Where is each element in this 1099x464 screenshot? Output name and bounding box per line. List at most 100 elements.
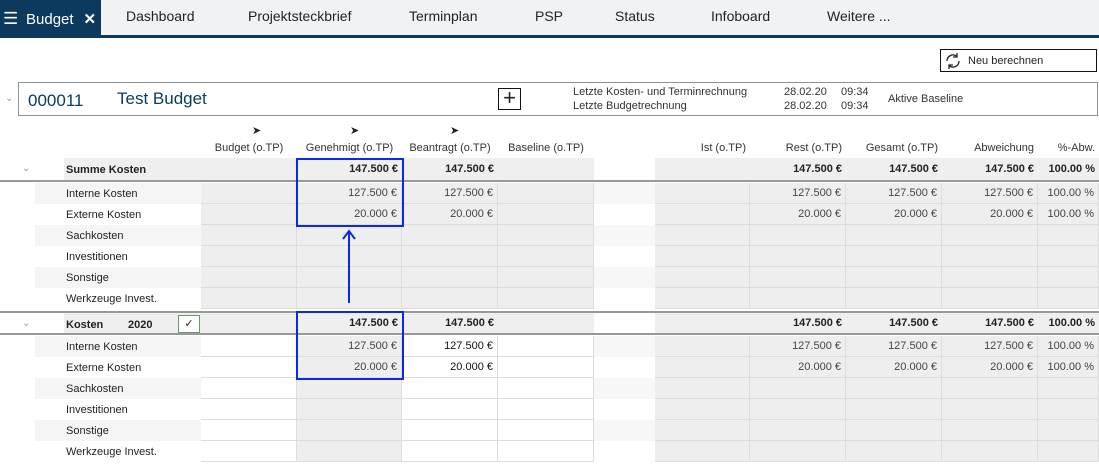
filter-icon[interactable]: ➤ (350, 125, 360, 137)
value-cell[interactable]: 20.000 € (846, 204, 942, 225)
value-cell[interactable] (498, 441, 594, 462)
value-cell[interactable] (750, 246, 846, 267)
value-cell[interactable] (498, 183, 594, 204)
value-cell[interactable] (402, 420, 498, 441)
value-cell[interactable] (846, 288, 942, 309)
value-cell[interactable]: 20.000 € (402, 204, 498, 225)
value-cell[interactable] (846, 378, 942, 399)
column-header[interactable]: Ist (o.TP) (700, 142, 746, 154)
value-cell[interactable] (498, 288, 594, 309)
value-cell[interactable] (942, 441, 1038, 462)
value-cell[interactable] (655, 183, 750, 204)
column-header[interactable]: Beantragt (o.TP) (409, 142, 491, 154)
add-button[interactable]: + (498, 87, 521, 110)
value-cell[interactable] (402, 441, 498, 462)
value-cell[interactable] (201, 246, 297, 267)
value-cell[interactable] (655, 441, 750, 462)
column-header[interactable]: Genehmigt (o.TP) (305, 142, 394, 154)
value-cell[interactable] (750, 441, 846, 462)
value-cell[interactable] (942, 399, 1038, 420)
value-cell[interactable] (655, 267, 750, 288)
value-cell[interactable] (750, 399, 846, 420)
value-cell[interactable]: 127.500 € (402, 183, 498, 204)
value-cell[interactable] (1038, 267, 1099, 288)
value-cell[interactable] (750, 267, 846, 288)
value-cell[interactable] (942, 267, 1038, 288)
collapse-section-icon[interactable]: ⌄ (22, 163, 31, 174)
value-cell[interactable] (750, 378, 846, 399)
value-cell[interactable]: 127.500 € (942, 183, 1038, 204)
value-cell[interactable] (655, 246, 750, 267)
value-cell[interactable] (201, 378, 297, 399)
value-cell[interactable] (1038, 441, 1099, 462)
tab-budget[interactable]: ☰ Budget ✕ (0, 0, 101, 38)
value-cell[interactable] (402, 378, 498, 399)
value-cell[interactable] (201, 399, 297, 420)
value-cell[interactable]: 100.00 % (1038, 204, 1099, 225)
value-cell[interactable]: 127.500 € (402, 336, 498, 357)
tab-projektsteckbrief[interactable]: Projektsteckbrief (248, 8, 352, 24)
value-cell[interactable]: 20.000 € (402, 357, 498, 378)
value-cell[interactable] (655, 399, 750, 420)
tab-infoboard[interactable]: Infoboard (711, 8, 771, 24)
value-cell[interactable]: 20.000 € (942, 357, 1038, 378)
value-cell[interactable]: 20.000 € (750, 357, 846, 378)
column-header[interactable]: Baseline (o.TP) (508, 142, 584, 154)
value-cell[interactable]: 100.00 % (1038, 357, 1099, 378)
value-cell[interactable] (942, 420, 1038, 441)
value-cell[interactable] (655, 378, 750, 399)
value-cell[interactable] (846, 420, 942, 441)
value-cell[interactable]: 100.00 % (1038, 336, 1099, 357)
value-cell[interactable]: 127.500 € (846, 336, 942, 357)
value-cell[interactable] (846, 399, 942, 420)
value-cell[interactable] (201, 204, 297, 225)
filter-icon[interactable]: ➤ (450, 125, 460, 137)
value-cell[interactable] (402, 246, 498, 267)
value-cell[interactable] (1038, 246, 1099, 267)
value-cell[interactable] (498, 246, 594, 267)
tab-status[interactable]: Status (615, 8, 655, 24)
value-cell[interactable]: 127.500 € (846, 183, 942, 204)
value-cell[interactable] (942, 378, 1038, 399)
value-cell[interactable] (942, 288, 1038, 309)
tab-weitere[interactable]: Weitere ... (827, 8, 891, 24)
value-cell[interactable] (297, 420, 402, 441)
collapse-section-icon[interactable]: ⌄ (22, 318, 31, 329)
filter-icon[interactable]: ➤ (252, 125, 262, 137)
value-cell[interactable] (655, 357, 750, 378)
collapse-project-icon[interactable]: ⌄ (5, 93, 14, 104)
value-cell[interactable] (846, 267, 942, 288)
value-cell[interactable] (1038, 288, 1099, 309)
value-cell[interactable] (201, 225, 297, 246)
value-cell[interactable] (750, 420, 846, 441)
value-cell[interactable] (201, 183, 297, 204)
value-cell[interactable]: 20.000 € (846, 357, 942, 378)
value-cell[interactable]: 127.500 € (750, 183, 846, 204)
value-cell[interactable] (297, 399, 402, 420)
value-cell[interactable] (1038, 225, 1099, 246)
checkbox[interactable]: ✓ (178, 315, 200, 333)
column-header[interactable]: Gesamt (o.TP) (865, 142, 938, 154)
menu-icon[interactable]: ☰ (3, 9, 19, 28)
value-cell[interactable] (402, 399, 498, 420)
column-header[interactable]: %-Abw. (1057, 142, 1095, 154)
value-cell[interactable] (655, 204, 750, 225)
value-cell[interactable] (297, 441, 402, 462)
value-cell[interactable] (402, 267, 498, 288)
value-cell[interactable] (201, 420, 297, 441)
value-cell[interactable] (942, 225, 1038, 246)
value-cell[interactable] (498, 420, 594, 441)
value-cell[interactable] (498, 357, 594, 378)
value-cell[interactable]: 20.000 € (297, 204, 402, 225)
value-cell[interactable]: 127.500 € (297, 183, 402, 204)
value-cell[interactable] (498, 204, 594, 225)
value-cell[interactable] (655, 225, 750, 246)
value-cell[interactable] (201, 267, 297, 288)
value-cell[interactable]: 20.000 € (942, 204, 1038, 225)
value-cell[interactable] (297, 378, 402, 399)
value-cell[interactable] (655, 288, 750, 309)
value-cell[interactable] (201, 336, 297, 357)
column-header[interactable]: Rest (o.TP) (785, 142, 842, 154)
value-cell[interactable] (846, 441, 942, 462)
column-header[interactable]: Abweichung (974, 142, 1034, 154)
